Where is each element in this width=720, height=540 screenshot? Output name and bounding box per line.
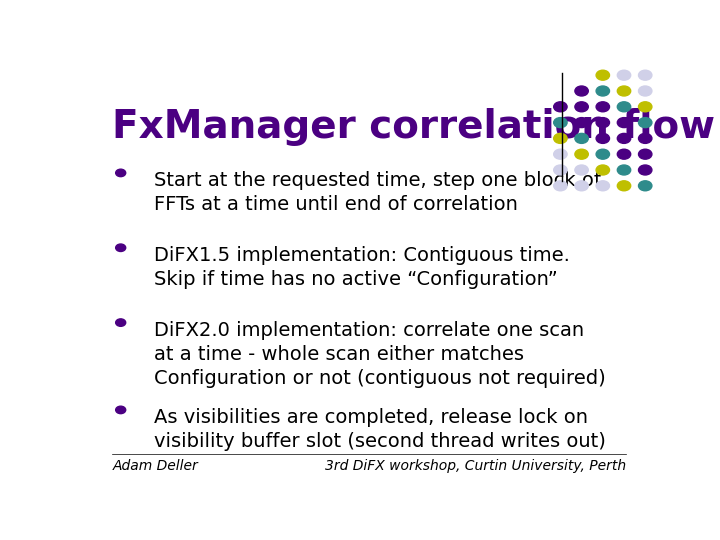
Text: DiFX1.5 implementation: Contiguous time.
Skip if time has no active “Configurati: DiFX1.5 implementation: Contiguous time.…: [154, 246, 570, 289]
Text: As visibilities are completed, release lock on
visibility buffer slot (second th: As visibilities are completed, release l…: [154, 408, 606, 451]
Circle shape: [639, 149, 652, 159]
Circle shape: [639, 102, 652, 112]
Circle shape: [596, 165, 610, 175]
Circle shape: [575, 86, 588, 96]
Circle shape: [596, 149, 610, 159]
Text: 3rd DiFX workshop, Curtin University, Perth: 3rd DiFX workshop, Curtin University, Pe…: [325, 459, 626, 473]
Circle shape: [617, 149, 631, 159]
Circle shape: [575, 118, 588, 127]
Circle shape: [617, 118, 631, 127]
Circle shape: [575, 133, 588, 144]
Circle shape: [554, 149, 567, 159]
Circle shape: [639, 133, 652, 144]
Circle shape: [116, 319, 126, 326]
Circle shape: [554, 165, 567, 175]
Circle shape: [639, 118, 652, 127]
Text: Start at the requested time, step one block of
FFTs at a time until end of corre: Start at the requested time, step one bl…: [154, 171, 601, 214]
Circle shape: [639, 181, 652, 191]
Circle shape: [575, 149, 588, 159]
Circle shape: [575, 165, 588, 175]
Circle shape: [116, 169, 126, 177]
Circle shape: [617, 70, 631, 80]
Circle shape: [617, 86, 631, 96]
Circle shape: [575, 181, 588, 191]
Circle shape: [554, 181, 567, 191]
Circle shape: [596, 118, 610, 127]
Text: FxManager correlation flow: FxManager correlation flow: [112, 109, 715, 146]
Circle shape: [617, 133, 631, 144]
Circle shape: [639, 86, 652, 96]
Circle shape: [596, 86, 610, 96]
Circle shape: [116, 406, 126, 414]
Text: Adam Deller: Adam Deller: [112, 459, 198, 473]
Circle shape: [639, 70, 652, 80]
Circle shape: [596, 102, 610, 112]
Circle shape: [554, 102, 567, 112]
Circle shape: [596, 133, 610, 144]
Circle shape: [554, 133, 567, 144]
Circle shape: [116, 244, 126, 252]
Circle shape: [639, 165, 652, 175]
Circle shape: [596, 70, 610, 80]
Circle shape: [617, 165, 631, 175]
Text: DiFX2.0 implementation: correlate one scan
at a time - whole scan either matches: DiFX2.0 implementation: correlate one sc…: [154, 321, 606, 388]
Circle shape: [617, 181, 631, 191]
Circle shape: [575, 102, 588, 112]
Circle shape: [617, 102, 631, 112]
Circle shape: [596, 181, 610, 191]
Circle shape: [554, 118, 567, 127]
